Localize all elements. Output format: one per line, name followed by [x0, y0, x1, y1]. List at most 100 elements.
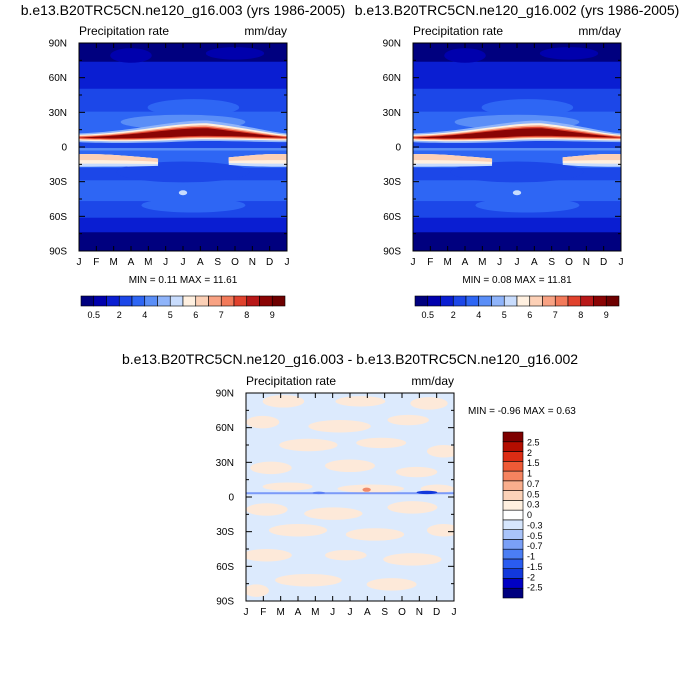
colorbar-label: 7 [553, 310, 558, 320]
diff-patch [325, 459, 375, 473]
colorbar-cell [503, 295, 518, 307]
colorbar-cell [169, 295, 184, 307]
colorbar-cell [182, 295, 197, 307]
diff-patch [250, 461, 292, 475]
colorbar-cell [502, 470, 524, 482]
x-tick-label: J [285, 257, 290, 268]
y-tick-label: 60S [383, 212, 401, 223]
x-tick-label: A [295, 607, 302, 618]
field-blob [444, 48, 486, 63]
field-blob [147, 99, 240, 116]
colorbar-label: 2 [527, 448, 532, 458]
panel-left-minmax: MIN = 0.11 MAX = 11.61 [129, 275, 238, 286]
x-tick-label: J [348, 607, 353, 618]
colorbar-label: 0.3 [527, 500, 540, 510]
x-tick-label: D [266, 257, 273, 268]
field-itcz [79, 128, 287, 139]
field-band [413, 148, 621, 151]
x-tick-label: S [381, 607, 388, 618]
diff-patch [275, 573, 342, 587]
y-tick-label: 30S [216, 527, 234, 538]
colorbar-label: 4 [142, 310, 147, 320]
colorbar-label: 5 [168, 310, 173, 320]
colorbar-cell [106, 295, 120, 307]
diff-patch [410, 397, 448, 410]
colorbar-cell [144, 295, 158, 307]
colorbar-cell [414, 295, 429, 307]
x-tick-label: M [109, 257, 117, 268]
colorbar-cell [478, 295, 492, 307]
colorbar-cell [529, 295, 543, 307]
colorbar-label: 2 [451, 310, 456, 320]
x-tick-label: N [583, 257, 590, 268]
panel-right: b.e13.B20TRC5CN.ne120_g16.002 (yrs 1986-… [355, 2, 680, 320]
diff-patch [395, 466, 438, 478]
field-blob [450, 161, 584, 183]
panel-left-colorbar: 0.5 2 4 5 6 7 8 9 [80, 295, 286, 320]
diff-patch [387, 414, 430, 426]
diff-patch [337, 484, 405, 493]
colorbar-label: 5 [502, 310, 507, 320]
colorbar-label: -1 [527, 552, 535, 562]
field-blob [512, 190, 522, 196]
colorbar-label: -2 [527, 572, 535, 582]
colorbar-cell [195, 295, 209, 307]
x-tick-label: M [443, 257, 451, 268]
x-tick-label: J [77, 257, 82, 268]
field-band [79, 217, 287, 233]
field-blob [481, 99, 574, 116]
colorbar-cell [80, 295, 95, 307]
y-tick-label: 60S [216, 562, 234, 573]
colorbar-cell [502, 500, 524, 511]
diff-patch [246, 415, 280, 429]
colorbar-label: 0.5 [87, 310, 100, 320]
x-tick-label: A [364, 607, 371, 618]
colorbar-label: -0.3 [527, 520, 543, 530]
y-tick-label: 60S [49, 212, 67, 223]
x-tick-label: M [478, 257, 486, 268]
diff-patch [366, 578, 417, 591]
colorbar-cell [605, 295, 620, 307]
x-tick-label: S [214, 257, 221, 268]
panel-diff-minmax: MIN = -0.96 MAX = 0.63 [468, 406, 576, 417]
colorbar-cell [502, 578, 524, 589]
colorbar-label: -0.5 [527, 531, 543, 541]
field-blob [116, 161, 250, 183]
diff-blob [362, 487, 371, 492]
y-tick-label: 30N [383, 108, 401, 119]
colorbar-cell [502, 529, 524, 540]
x-tick-label: D [600, 257, 607, 268]
colorbar-cell [502, 539, 524, 550]
diff-patch [325, 550, 367, 561]
panel-right-units-label: mm/day [578, 24, 621, 38]
diff-patch [426, 524, 454, 537]
x-tick-label: J [411, 257, 416, 268]
diff-patch [279, 438, 338, 452]
colorbar-cell [502, 558, 524, 570]
x-tick-label: S [548, 257, 555, 268]
colorbar-cell [516, 295, 531, 307]
colorbar-cell [580, 295, 594, 307]
colorbar-cell [502, 509, 524, 521]
colorbar-cell [233, 295, 248, 307]
field-band [413, 217, 621, 233]
x-tick-label: F [93, 257, 99, 268]
colorbar-cell [118, 295, 133, 307]
diff-patch [304, 507, 363, 520]
x-tick-label: M [276, 607, 284, 618]
x-tick-label: J [244, 607, 249, 618]
colorbar-cell [452, 295, 467, 307]
field-spcz [562, 154, 621, 161]
y-tick-label: 30S [49, 177, 67, 188]
colorbar-cell [465, 295, 480, 307]
y-tick-label: 60N [49, 73, 67, 84]
colorbar-cell [491, 295, 505, 307]
colorbar-cell [502, 460, 524, 472]
diff-patch [268, 524, 328, 537]
panel-diff-variable-label: Precipitation rate [246, 374, 336, 388]
x-tick-label: A [531, 257, 538, 268]
y-tick-label: 90N [216, 389, 234, 400]
